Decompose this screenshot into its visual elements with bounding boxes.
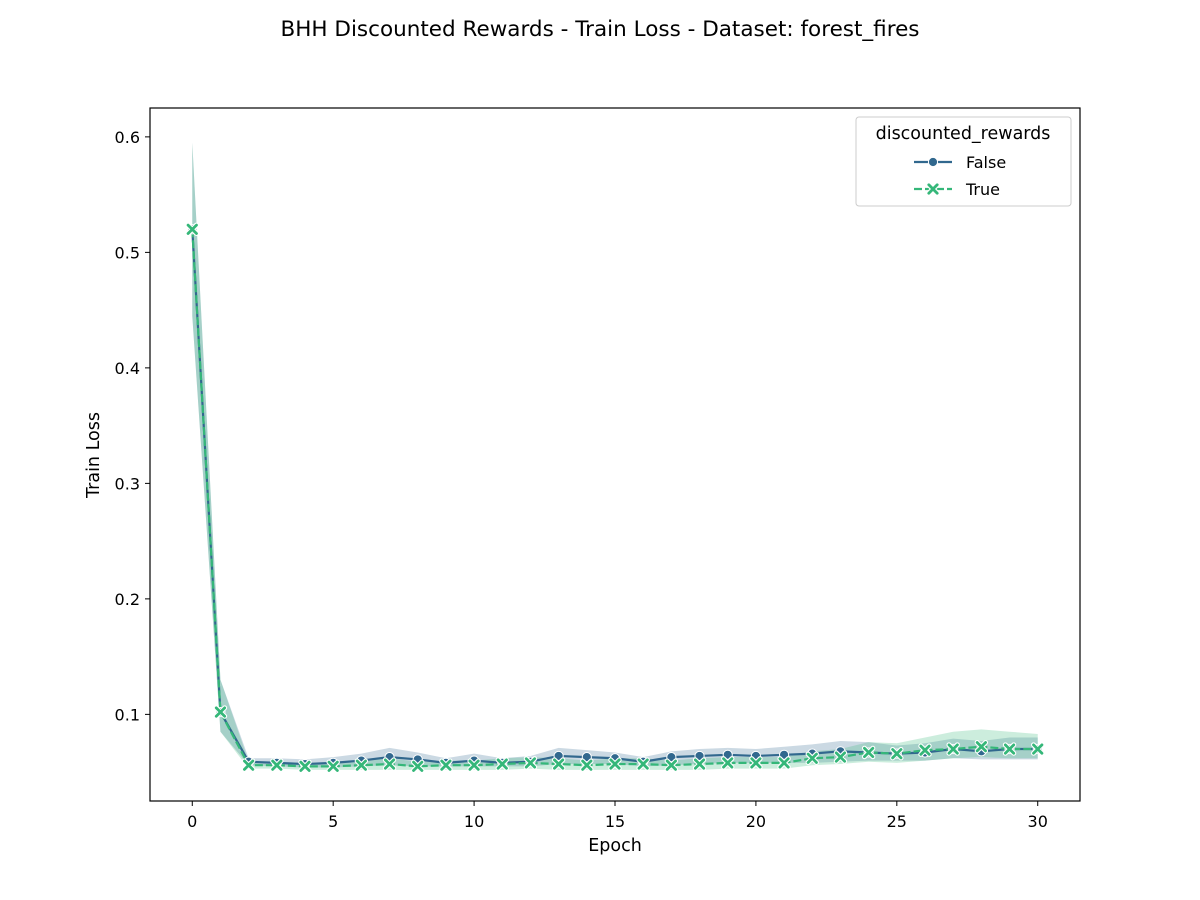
x-axis-label: Epoch (588, 836, 642, 856)
y-axis-label: Train Loss (84, 412, 104, 499)
x-tick-label: 30 (1028, 812, 1048, 831)
data-point-true (692, 757, 707, 771)
y-tick-label: 0.4 (115, 359, 140, 378)
legend-title: discounted_rewards (876, 124, 1051, 144)
legend-box (855, 116, 1072, 207)
chart-title: BHH Discounted Rewards - Train Loss - Da… (280, 17, 919, 42)
data-point-true (382, 757, 397, 771)
data-point-true (749, 756, 763, 770)
data-point-true (777, 756, 791, 770)
y-tick-label: 0.3 (115, 474, 140, 493)
data-point-true (861, 745, 876, 760)
data-point-true (411, 759, 425, 774)
data-point-true (974, 740, 989, 754)
x-tick-label: 0 (187, 812, 197, 831)
data-point-true (467, 758, 481, 772)
data-point-true (213, 705, 228, 719)
y-tick-label: 0.1 (115, 705, 140, 724)
data-point-true (495, 757, 509, 771)
legend-marker-true (926, 182, 940, 196)
x-tick-label: 10 (464, 812, 484, 831)
data-point-true (636, 757, 650, 771)
data-point-true (354, 758, 369, 772)
data-point-true (890, 746, 904, 761)
data-point-true (580, 758, 594, 772)
x-tick-label: 20 (746, 812, 766, 831)
data-point-true (523, 756, 538, 770)
data-point-true (721, 756, 735, 770)
data-point-true (185, 222, 199, 236)
data-point-true (1031, 742, 1045, 756)
data-point-true (298, 759, 312, 774)
data-point-true (326, 759, 340, 774)
legend-marker-false (927, 156, 939, 168)
plot-area-frame (149, 107, 1081, 802)
x-tick-label: 15 (605, 812, 625, 831)
series-markers (185, 222, 1045, 774)
data-point-true (805, 751, 819, 765)
y-tick-label: 0.5 (115, 243, 140, 262)
data-point-true (241, 758, 256, 772)
data-point-true (270, 758, 284, 772)
y-tick-label: 0.6 (115, 128, 140, 147)
x-tick-label: 25 (887, 812, 907, 831)
legend: discounted_rewards False True (855, 116, 1072, 207)
y-tick-label: 0.2 (115, 590, 140, 609)
data-point-true (551, 757, 566, 771)
legend-entries: False True (914, 153, 1006, 199)
data-point-true (439, 758, 453, 772)
data-point-true (833, 750, 848, 764)
x-tick-label: 5 (328, 812, 338, 831)
data-point-true (1002, 742, 1017, 756)
data-point-true (664, 758, 679, 772)
data-point-true (608, 757, 622, 771)
legend-label-false: False (966, 153, 1006, 172)
data-point-true (946, 742, 960, 756)
x-axis-ticks: 0 5 10 15 20 25 30 (187, 801, 1048, 831)
y-axis-ticks: 0.1 0.2 0.3 0.4 0.5 0.6 (115, 128, 150, 724)
legend-label-true: True (965, 180, 1000, 199)
data-point-true (918, 743, 932, 757)
